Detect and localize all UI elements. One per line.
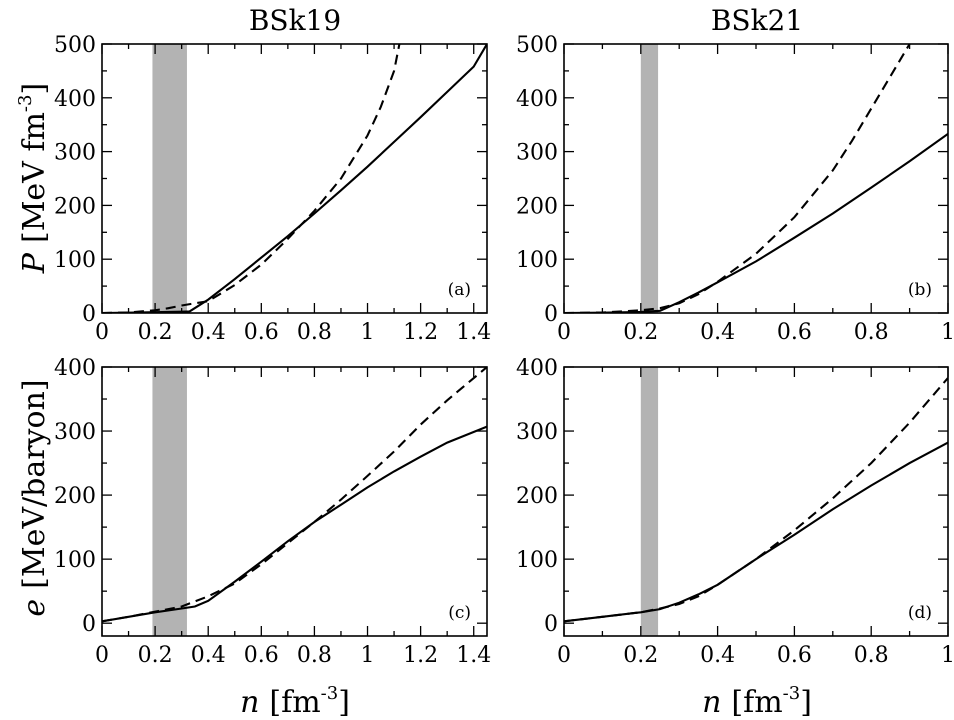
x-axis-var-n-right: n: [702, 685, 721, 720]
y-axis-unit-p: [MeV fm: [17, 112, 52, 243]
y-tick-label-d: 0: [544, 612, 558, 637]
y-axis-unit-e: [MeV/baryon]: [17, 379, 52, 588]
y-tick-label-b: 500: [516, 33, 558, 58]
solid-curve-a: [102, 44, 487, 313]
x-tick-label-d: 0.2: [623, 643, 658, 668]
x-tick-label-d: 0.8: [854, 643, 889, 668]
x-tick-label-c: 0.4: [191, 643, 226, 668]
y-tick-label-d: 200: [516, 484, 558, 509]
x-tick-label-a: 0: [95, 320, 109, 345]
y-tick-label-d: 300: [516, 420, 558, 445]
x-tick-label-b: 0.2: [623, 320, 658, 345]
plot-frame-b: [563, 43, 949, 314]
y-tick-label-c: 200: [54, 484, 96, 509]
y-tick-label-a: 500: [54, 33, 96, 58]
panel-d: 0 0.2 0.4 0.6 0.8 1 0 100 200 300 400 (d): [516, 356, 954, 668]
y-tick-label-a: 300: [54, 141, 96, 166]
y-axis-label-pressure: P [MeV fm-3]: [15, 83, 52, 274]
y-tick-label-a: 400: [54, 87, 96, 112]
x-tick-label-a: 1.2: [403, 320, 438, 345]
dashed-curve-a: [102, 44, 401, 313]
x-tick-label-a: 1.4: [456, 320, 491, 345]
x-tick-label-d: 0.4: [700, 643, 735, 668]
y-tick-label-d: 100: [516, 548, 558, 573]
panel-b: 0 0.2 0.4 0.6 0.8 1 0 100 200 300 400 500 (b): [516, 33, 954, 345]
x-tick-label-a: 0.8: [297, 320, 332, 345]
y-tick-label-b: 400: [516, 87, 558, 112]
plot-frame-c: [101, 366, 488, 637]
panel-label-b: (b): [908, 280, 932, 300]
x-tick-label-c: 0: [95, 643, 109, 668]
x-tick-label-a: 0.4: [191, 320, 226, 345]
dashed-curve-b: [564, 44, 911, 313]
solid-curve-d: [564, 441, 948, 623]
x-tick-label-c: 0.6: [244, 643, 279, 668]
y-tick-label-d: 400: [516, 356, 558, 381]
x-tick-label-a: 0.2: [138, 320, 173, 345]
x-tick-label-b: 0.4: [700, 320, 735, 345]
x-tick-label-c: 1: [361, 643, 375, 668]
y-axis-unit-p-close: ]: [17, 83, 52, 95]
y-tick-label-c: 300: [54, 420, 96, 445]
x-tick-label-c: 0.2: [138, 643, 173, 668]
x-tick-label-a: 0.6: [244, 320, 279, 345]
x-axis-unit-close-left: ]: [338, 685, 350, 720]
x-axis-unit-close-right: ]: [800, 685, 812, 720]
x-tick-label-d: 0: [557, 643, 571, 668]
column-title-bsk19: BSk19: [249, 4, 341, 37]
y-tick-label-a: 200: [54, 194, 96, 219]
panel-c: 0 0.2 0.4 0.6 0.8 1 1.2 1.4 0 100 200 300 400 (c): [54, 356, 491, 668]
y-tick-label-c: 0: [82, 612, 96, 637]
shaded-band-c: [152, 367, 187, 636]
x-tick-label-b: 0: [557, 320, 571, 345]
x-tick-label-b: 0.8: [854, 320, 889, 345]
y-tick-label-b: 0: [544, 302, 558, 327]
y-tick-label-b: 200: [516, 194, 558, 219]
x-axis-unit-left: [fm: [269, 685, 320, 720]
panel-label-d: (d): [908, 603, 932, 623]
x-tick-label-d: 0.6: [777, 643, 812, 668]
x-tick-label-d: 1: [941, 643, 954, 668]
panel-label-c: (c): [448, 603, 471, 623]
x-axis-label-right: n [fm-3]: [702, 683, 812, 720]
x-axis-label-left: n [fm-3]: [240, 683, 350, 720]
x-tick-label-b: 0.6: [777, 320, 812, 345]
column-title-bsk21: BSk21: [711, 4, 803, 37]
y-axis-label-energy: e [MeV/baryon]: [17, 379, 52, 616]
x-axis-unit-exponent-left: -3: [321, 683, 339, 704]
x-tick-label-c: 1.4: [456, 643, 491, 668]
plot-frame-d: [563, 366, 949, 637]
x-tick-label-a: 1: [361, 320, 375, 345]
x-axis-unit-exponent-right: -3: [783, 683, 801, 704]
solid-curve-b: [564, 132, 948, 313]
y-tick-label-a: 0: [82, 302, 96, 327]
x-tick-label-c: 1.2: [403, 643, 438, 668]
y-tick-label-a: 100: [54, 248, 96, 273]
y-axis-var-e: e: [17, 599, 52, 617]
y-tick-label-c: 400: [54, 356, 96, 381]
shaded-band-d: [640, 367, 659, 636]
panel-a: 0 0.2 0.4 0.6 0.8 1 1.2 1.4 0 100 200 300 400 500 (a): [54, 33, 491, 345]
shaded-band-b: [640, 44, 659, 313]
dashed-curve-c: [102, 367, 487, 623]
x-axis-unit-right: [fm: [731, 685, 782, 720]
shaded-band-a: [152, 44, 187, 313]
y-tick-label-b: 300: [516, 141, 558, 166]
y-tick-label-b: 100: [516, 248, 558, 273]
dashed-curve-d: [564, 377, 948, 623]
solid-curve-c: [102, 425, 487, 623]
x-tick-label-c: 0.8: [297, 643, 332, 668]
panel-label-a: (a): [448, 280, 471, 300]
y-axis-unit-p-exponent: -3: [15, 95, 36, 113]
x-axis-var-n-left: n: [240, 685, 259, 720]
x-tick-label-b: 1: [941, 320, 954, 345]
y-tick-label-c: 100: [54, 548, 96, 573]
y-axis-var-p: P: [17, 252, 52, 274]
